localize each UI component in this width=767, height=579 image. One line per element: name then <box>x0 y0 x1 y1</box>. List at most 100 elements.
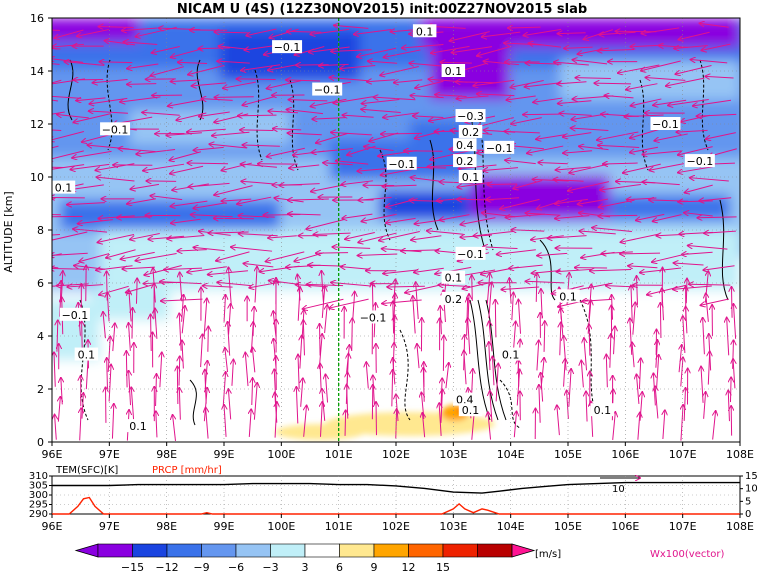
surface-x-tick-label: 96E <box>42 520 63 533</box>
colorbar-tick-label: 9 <box>371 561 378 574</box>
contour-label: 0.1 <box>55 182 73 195</box>
temperature-tick-label: 300 <box>29 490 48 501</box>
colorbar-swatch <box>236 544 271 557</box>
colorbar-swatch <box>305 544 340 557</box>
wind-vector <box>263 215 300 216</box>
surface-x-tick-label: 108E <box>726 520 754 533</box>
colorbar-tick-label: −3 <box>262 561 278 574</box>
y-tick-label: 12 <box>30 118 44 131</box>
wind-vector <box>598 215 637 216</box>
x-tick-label: 99E <box>214 448 235 461</box>
contour-label: −0.1 <box>314 84 341 97</box>
colorbar-swatch <box>133 544 168 557</box>
wind-vector <box>179 356 180 385</box>
precip-axis-label: PRCP [mm/hr] <box>152 465 222 476</box>
x-tick-label: 98E <box>156 448 177 461</box>
wind-vector <box>731 287 732 318</box>
contour-label: −0.1 <box>687 155 714 168</box>
wind-vector <box>472 275 473 301</box>
x-tick-label: 106E <box>611 448 639 461</box>
colorbar-max-arrow <box>512 544 534 557</box>
colorbar-swatch <box>374 544 409 557</box>
wind-vector <box>345 410 346 435</box>
colorbar-swatch <box>478 544 513 557</box>
y-axis-label: ALTITUDE [km] <box>2 191 15 272</box>
wind-vector <box>132 308 133 339</box>
colorbar-tick-label: 15 <box>436 561 450 574</box>
surface-x-tick-label: 100E <box>267 520 295 533</box>
contour-label: 0.1 <box>462 171 480 184</box>
wind-vector <box>536 273 537 302</box>
contour-label: 0.2 <box>445 293 463 306</box>
x-tick-label: 103E <box>439 448 467 461</box>
colorbar-tick-label: −9 <box>193 561 209 574</box>
colorbar-unit: [m/s] <box>535 549 561 560</box>
contour-label: 0.1 <box>416 25 434 38</box>
wind-vector <box>237 79 276 80</box>
x-tick-label: 101E <box>325 448 353 461</box>
wind-vector <box>730 377 731 402</box>
x-tick-label: 97E <box>99 448 120 461</box>
y-tick-label: 6 <box>37 277 44 290</box>
x-tick-label: 96E <box>42 448 63 461</box>
surface-x-tick-label: 98E <box>156 520 177 533</box>
y-tick-label: 2 <box>37 383 44 396</box>
wind-vector <box>660 303 661 338</box>
surface-x-tick-label: 103E <box>439 520 467 533</box>
surface-x-tick-label: 106E <box>611 520 639 533</box>
colorbar-tick-label: 6 <box>336 561 343 574</box>
colorbar-tick-label: 3 <box>302 561 309 574</box>
colorbar-min-arrow <box>76 544 98 557</box>
y-tick-label: 14 <box>30 65 44 78</box>
wind-vector <box>240 130 273 131</box>
surface-x-tick-label: 105E <box>554 520 582 533</box>
colorbar-tick-label: −15 <box>121 561 144 574</box>
colorbar-swatch <box>340 544 375 557</box>
x-tick-label: 102E <box>382 448 410 461</box>
wind-vector <box>487 184 517 185</box>
colorbar-swatch <box>409 544 444 557</box>
surface-x-tick-label: 102E <box>382 520 410 533</box>
wind-vector <box>215 97 254 98</box>
contour-label: 0.1 <box>559 290 577 303</box>
contour-label: 0.1 <box>445 272 463 285</box>
contour-label: −0.1 <box>360 311 387 324</box>
temperature-tick-label: 305 <box>29 481 48 492</box>
wind-vector <box>352 318 353 351</box>
y-tick-label: 8 <box>37 224 44 237</box>
temperature-tick-label: 295 <box>29 500 48 511</box>
contour-label: 0.1 <box>78 349 96 362</box>
colorbar-swatch <box>271 544 306 557</box>
contour-label: −0.3 <box>457 110 484 123</box>
y-tick-label: 4 <box>37 330 44 343</box>
wind-vector <box>404 151 442 152</box>
contour-label: 0.1 <box>462 404 480 417</box>
wind-vector <box>238 115 277 116</box>
contour-label: 0.1 <box>445 65 463 78</box>
contour-label: −0.1 <box>62 309 89 322</box>
contour-label: −0.1 <box>274 41 301 54</box>
vector-legend: Wx100(vector) <box>650 549 725 560</box>
y-tick-label: 16 <box>30 12 44 25</box>
x-tick-label: 105E <box>554 448 582 461</box>
temperature-axis-label: TEM(SFC)[K] <box>55 465 118 476</box>
contour-label: −0.1 <box>652 118 679 131</box>
temperature-tick-label: 290 <box>29 509 48 520</box>
wind-vector <box>320 324 321 355</box>
colorbar-swatch <box>98 544 133 557</box>
wind-vector <box>28 214 61 215</box>
wind-vector <box>136 278 137 303</box>
wind-vector <box>316 253 348 254</box>
colorbar-swatch <box>202 544 237 557</box>
wind-vector <box>620 253 660 254</box>
surface-x-tick-label: 101E <box>325 520 353 533</box>
surface-panel: TEM(SFC)[K] PRCP [mm/hr] 10 290295300305… <box>29 465 758 533</box>
x-tick-label: 100E <box>267 448 295 461</box>
precip-tick-label: 0 <box>745 509 751 520</box>
main-panel: 0.1−0.10.1−0.1−0.1−0.30.20.40.20.1−0.1−0… <box>2 12 754 461</box>
